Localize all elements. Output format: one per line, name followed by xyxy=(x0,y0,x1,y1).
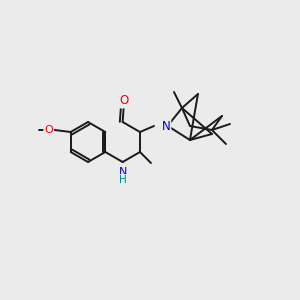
Text: N: N xyxy=(118,167,127,177)
Text: O: O xyxy=(44,125,53,135)
Text: N: N xyxy=(162,119,170,133)
Text: O: O xyxy=(119,94,128,107)
Text: H: H xyxy=(119,175,127,185)
